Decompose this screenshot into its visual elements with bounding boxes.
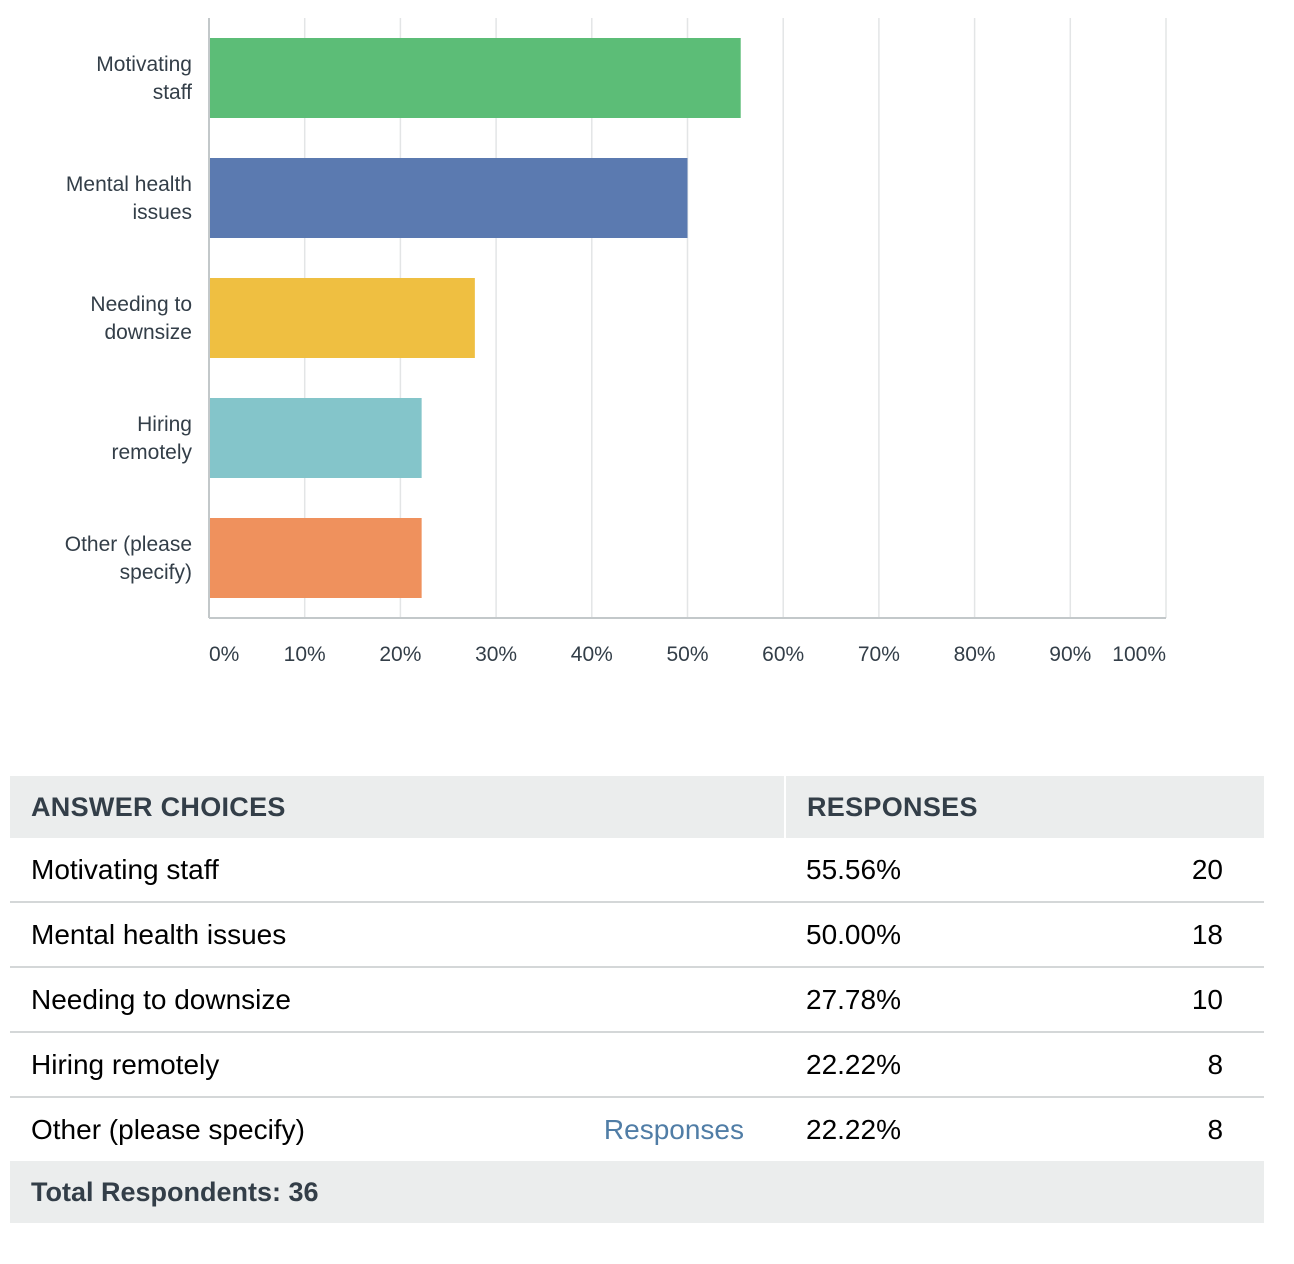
count-cell: 8 [1207,1113,1224,1145]
total-respondents: Total Respondents: 36 [10,1161,1265,1223]
table-row: Hiring remotely 22.22% 8 [10,1032,1265,1098]
responses-header: RESPONSES [783,776,1265,838]
percent-cell: 27.78% [785,967,985,1033]
x-tick-label: 20% [379,643,421,666]
category-label: Needing to downsize [90,293,192,344]
total-row: Total Respondents: 36 [10,1161,1265,1223]
x-tick-label: 80% [954,643,996,666]
x-tick-label: 70% [858,643,900,666]
category-label: Mental health issues [66,173,192,224]
responses-link [530,1032,785,1098]
table-row: Motivating staff 55.56% 20 [10,838,1265,903]
percent-cell: 22.22% [806,1113,901,1145]
results-table: ANSWER CHOICES RESPONSES Motivating staf… [10,776,1265,1223]
choice-cell: Hiring remotely [10,1032,530,1098]
table-header-row: ANSWER CHOICES RESPONSES [10,776,1265,838]
category-label: Motivating staff [96,53,192,104]
x-tick-label: 60% [762,643,804,666]
x-tick-label: 40% [571,643,613,666]
percent-cell: 50.00% [785,902,985,968]
bar [209,38,741,118]
x-tick-label: 0% [209,643,239,666]
percent-cell: 55.56% [785,838,985,903]
x-tick-label: 30% [475,643,517,666]
answer-choices-header: ANSWER CHOICES [10,776,785,838]
x-tick-label: 10% [284,643,326,666]
table-row: Needing to downsize 27.78% 10 [10,967,1265,1033]
responses-link [530,902,785,968]
results-table-container: ANSWER CHOICES RESPONSES Motivating staf… [10,776,1265,1223]
choice-cell: Other (please specify) [31,1113,305,1145]
x-tick-label: 90% [1049,643,1091,666]
bar [209,518,422,598]
count-cell: 20 [985,838,1265,903]
table-row: Mental health issues 50.00% 18 [10,902,1265,968]
x-tick-label: 50% [666,643,708,666]
x-tick-label: 100% [1112,643,1166,666]
table-row: Other (please specify) Responses 22.22% … [10,1097,1264,1161]
choice-cell: Needing to downsize [10,967,530,1033]
category-label: Hiring remotely [111,413,192,464]
category-label: Other (please specify) [65,533,192,584]
choice-cell: Motivating staff [10,838,530,903]
responses-link [530,967,785,1033]
responses-link [530,838,785,903]
bar [209,158,688,238]
bar [209,398,422,478]
count-cell: 8 [985,1032,1265,1098]
count-cell: 18 [985,902,1265,968]
choice-cell: Mental health issues [10,902,530,968]
bar-chart: Motivating staff Mental health issues Needin… [65,18,1167,666]
count-cell: 10 [985,967,1265,1033]
percent-cell: 22.22% [785,1032,985,1098]
bar [209,278,475,358]
other-responses-link[interactable]: Responses [603,1113,744,1145]
